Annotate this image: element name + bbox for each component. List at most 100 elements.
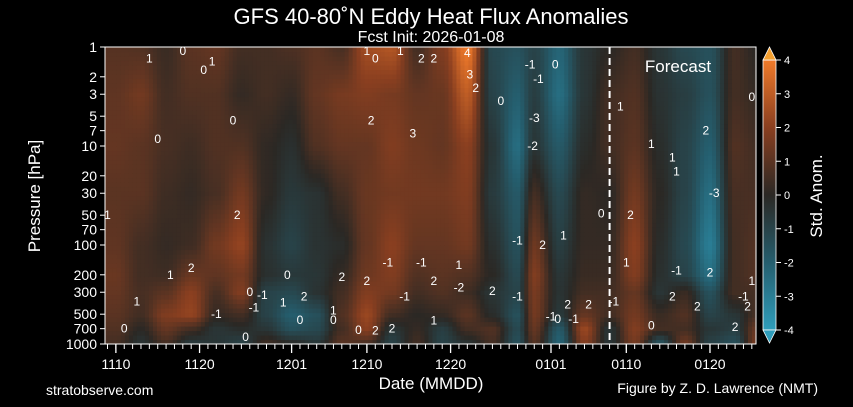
heatmap-cell bbox=[156, 200, 162, 206]
heatmap-cell bbox=[116, 339, 122, 344]
heatmap-cell bbox=[328, 335, 334, 341]
heatmap-cell bbox=[348, 137, 354, 143]
heatmap-cell bbox=[288, 56, 294, 62]
heatmap-cell bbox=[116, 317, 122, 323]
heatmap-cell bbox=[112, 110, 118, 116]
heatmap-cell bbox=[300, 321, 306, 327]
heatmap-cell bbox=[368, 290, 374, 296]
heatmap-cell bbox=[244, 159, 250, 165]
heatmap-cell bbox=[392, 56, 398, 62]
heatmap-cell bbox=[272, 132, 278, 138]
heatmap-cell bbox=[260, 114, 266, 120]
heatmap-cell bbox=[364, 164, 370, 170]
heatmap-cell bbox=[388, 74, 394, 80]
heatmap-cell bbox=[260, 281, 266, 287]
heatmap-cell bbox=[160, 222, 166, 228]
heatmap-cell bbox=[168, 47, 174, 53]
heatmap-cell bbox=[204, 249, 210, 255]
heatmap-cell bbox=[220, 173, 226, 179]
heatmap-cell bbox=[260, 299, 266, 305]
heatmap-cell bbox=[176, 92, 182, 98]
heatmap-cell bbox=[368, 141, 374, 147]
heatmap-cell bbox=[112, 123, 118, 129]
heatmap-cell bbox=[320, 308, 326, 314]
heatmap-cell bbox=[128, 258, 134, 264]
heatmap-cell bbox=[268, 195, 274, 201]
heatmap-cell bbox=[196, 204, 202, 210]
heatmap-cell bbox=[212, 186, 218, 192]
heatmap-cell bbox=[200, 267, 206, 273]
heatmap-cell bbox=[152, 92, 158, 98]
heatmap-cell bbox=[336, 267, 342, 273]
heatmap-cell bbox=[348, 69, 354, 75]
heatmap-cell bbox=[164, 204, 170, 210]
heatmap-cell bbox=[376, 105, 382, 111]
heatmap-cell bbox=[192, 299, 198, 305]
heatmap-cell bbox=[216, 128, 222, 134]
heatmap-cell bbox=[204, 218, 210, 224]
heatmap-cell bbox=[204, 303, 210, 309]
heatmap-cell bbox=[212, 272, 218, 278]
heatmap-cell bbox=[332, 155, 338, 161]
heatmap-cell bbox=[116, 123, 122, 129]
heatmap-cell bbox=[240, 249, 246, 255]
heatmap-cell bbox=[284, 218, 290, 224]
heatmap-cell bbox=[312, 222, 318, 228]
heatmap-cell bbox=[124, 326, 130, 332]
heatmap-cell bbox=[128, 236, 134, 242]
heatmap-cell bbox=[220, 227, 226, 233]
heatmap-cell bbox=[328, 330, 334, 336]
heatmap-cell bbox=[352, 123, 358, 129]
heatmap-cell bbox=[320, 87, 326, 93]
heatmap-cell bbox=[328, 339, 334, 344]
heatmap-cell bbox=[140, 294, 146, 300]
heatmap-cell bbox=[272, 159, 278, 165]
heatmap-cell bbox=[208, 227, 214, 233]
heatmap-cell bbox=[260, 146, 266, 152]
heatmap-cell bbox=[188, 258, 194, 264]
heatmap-cell bbox=[136, 141, 142, 147]
heatmap-cell bbox=[188, 173, 194, 179]
heatmap-cell bbox=[284, 155, 290, 161]
heatmap-cell bbox=[324, 236, 330, 242]
heatmap-cell bbox=[264, 60, 270, 66]
heatmap-cell bbox=[292, 272, 298, 278]
heatmap-cell bbox=[224, 123, 230, 129]
heatmap-cell bbox=[316, 92, 322, 98]
heatmap-cell bbox=[132, 137, 138, 143]
heatmap-cell bbox=[164, 60, 170, 66]
heatmap-cell bbox=[212, 128, 218, 134]
heatmap-cell bbox=[332, 285, 338, 291]
heatmap-cell bbox=[224, 78, 230, 84]
heatmap-cell bbox=[216, 92, 222, 98]
heatmap-cell bbox=[192, 200, 198, 206]
heatmap-cell bbox=[300, 281, 306, 287]
heatmap-cell bbox=[272, 146, 278, 152]
heatmap-cell bbox=[116, 294, 122, 300]
heatmap-cell bbox=[116, 195, 122, 201]
heatmap-cell bbox=[248, 164, 254, 170]
heatmap-cell bbox=[400, 146, 406, 152]
heatmap-cell bbox=[284, 65, 290, 71]
heatmap-cell bbox=[172, 78, 178, 84]
heatmap-cell bbox=[264, 114, 270, 120]
heatmap-cell bbox=[112, 258, 118, 264]
heatmap-cell bbox=[176, 83, 182, 89]
heatmap-cell bbox=[248, 312, 254, 318]
heatmap-cell bbox=[276, 258, 282, 264]
heatmap-cell bbox=[272, 60, 278, 66]
heatmap-cell bbox=[364, 285, 370, 291]
heatmap-cell bbox=[320, 110, 326, 116]
heatmap-cell bbox=[304, 303, 310, 309]
heatmap-cell bbox=[332, 60, 338, 66]
heatmap-cell bbox=[328, 105, 334, 111]
heatmap-cell bbox=[164, 123, 170, 129]
heatmap-cell bbox=[296, 110, 302, 116]
heatmap-cell bbox=[368, 231, 374, 237]
heatmap-cell bbox=[144, 330, 150, 336]
heatmap-cell bbox=[212, 299, 218, 305]
heatmap-cell bbox=[228, 177, 234, 183]
heatmap-cell bbox=[400, 177, 406, 183]
heatmap-cell bbox=[380, 191, 386, 197]
heatmap-cell bbox=[324, 173, 330, 179]
